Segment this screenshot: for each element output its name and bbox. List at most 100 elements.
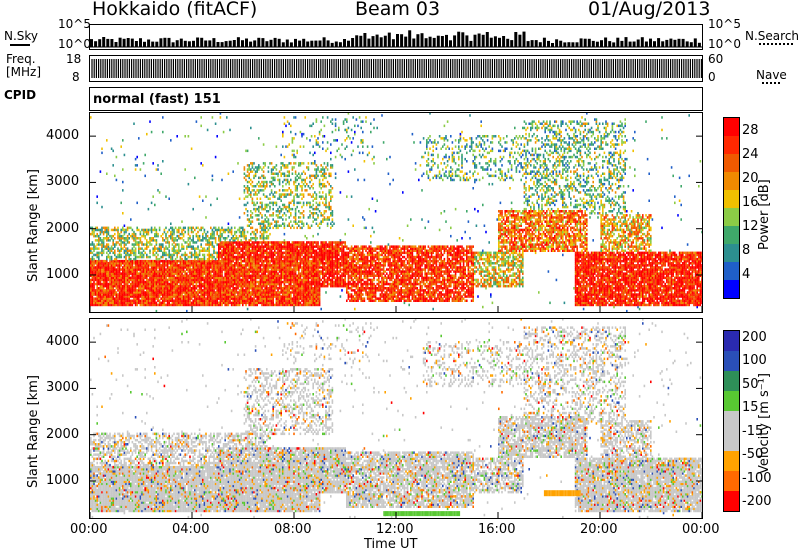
power-cell <box>189 243 191 246</box>
power-cell <box>262 272 265 275</box>
power-cell <box>250 266 252 269</box>
noise-bar <box>196 37 200 47</box>
power-cell <box>229 268 231 271</box>
power-cell <box>115 272 118 275</box>
power-cell <box>98 251 100 255</box>
power-cell <box>259 257 262 261</box>
power-cell <box>163 284 166 288</box>
power-cell <box>291 284 294 288</box>
power-cell <box>280 301 282 305</box>
power-cell <box>256 193 258 196</box>
power-cell <box>96 301 98 305</box>
power-cell <box>168 234 170 238</box>
power-cell <box>278 189 281 192</box>
power-cell <box>131 293 134 296</box>
power-cell <box>152 276 154 280</box>
power-cell <box>246 187 249 190</box>
power-cell <box>144 274 146 277</box>
power-cell <box>280 193 282 196</box>
power-cell <box>131 278 134 282</box>
power-cell <box>205 289 207 292</box>
power-cell <box>125 289 127 292</box>
power-cell <box>218 266 220 269</box>
power-cell <box>189 268 191 271</box>
power-cell <box>181 230 183 234</box>
power-cell <box>208 280 210 284</box>
power-cell <box>99 297 102 300</box>
power-cell <box>283 224 286 227</box>
power-cell <box>101 297 103 300</box>
power-cell <box>155 295 158 298</box>
noise-bar <box>489 37 493 47</box>
power-cell <box>213 268 215 271</box>
power-cell <box>152 253 154 257</box>
power-cell <box>171 297 174 300</box>
power-cell <box>131 291 134 294</box>
power-cell <box>293 278 295 282</box>
power-cell <box>240 282 242 286</box>
power-cell <box>288 174 290 178</box>
power-cell <box>262 259 265 263</box>
power-cell <box>133 297 135 300</box>
power-cell <box>150 266 153 269</box>
power-cell <box>152 295 154 298</box>
power-cell <box>123 232 126 236</box>
power-cell <box>253 251 255 255</box>
power-cell <box>254 253 257 257</box>
power-cell <box>234 280 236 284</box>
power-cell <box>291 251 294 255</box>
power-cell <box>133 262 135 265</box>
power-cell <box>203 297 206 300</box>
power-cell <box>168 243 170 246</box>
power-cell <box>248 264 250 267</box>
power-cell <box>282 172 284 175</box>
power-cell <box>173 262 175 265</box>
power-cell <box>259 185 262 188</box>
power-cell <box>170 299 172 302</box>
power-cell <box>267 301 270 305</box>
power-cell <box>288 295 290 298</box>
power-cell <box>251 243 254 246</box>
power-cell <box>269 278 271 282</box>
power-cell <box>277 262 279 265</box>
power-cell <box>166 291 169 294</box>
power-cell <box>90 301 92 305</box>
power-cell <box>293 243 295 246</box>
power-cell <box>299 274 302 277</box>
power-cell <box>256 257 258 261</box>
power-cell <box>261 185 263 188</box>
power-cell <box>133 272 135 275</box>
noise-bar <box>502 36 506 47</box>
power-cell <box>262 234 265 238</box>
power-cell <box>264 176 266 180</box>
power-cell <box>253 301 255 305</box>
power-cell <box>184 282 186 286</box>
power-cell <box>248 303 250 307</box>
power-cell <box>155 293 158 296</box>
noise-bar <box>498 37 501 47</box>
power-cell <box>173 293 175 296</box>
power-cell <box>206 262 209 265</box>
power-cell <box>120 268 122 271</box>
power-cell <box>222 299 225 302</box>
power-cell <box>136 164 138 167</box>
power-cell <box>94 303 97 307</box>
power-cell <box>243 278 246 282</box>
power-cell <box>130 257 132 261</box>
power-cell <box>259 266 262 269</box>
power-cell <box>288 249 290 252</box>
power-cell <box>211 174 214 178</box>
power-cell <box>163 297 166 300</box>
power-cell <box>242 293 244 296</box>
power-cell <box>277 274 279 277</box>
power-cell <box>146 289 148 292</box>
power-cell <box>282 295 284 298</box>
power-cell <box>146 241 148 244</box>
power-cell <box>230 245 233 248</box>
power-cell <box>149 239 151 242</box>
power-cell <box>298 172 300 175</box>
power-cell <box>174 266 177 269</box>
power-cell <box>130 287 132 290</box>
power-cell <box>230 274 233 277</box>
power-cell <box>202 262 204 265</box>
